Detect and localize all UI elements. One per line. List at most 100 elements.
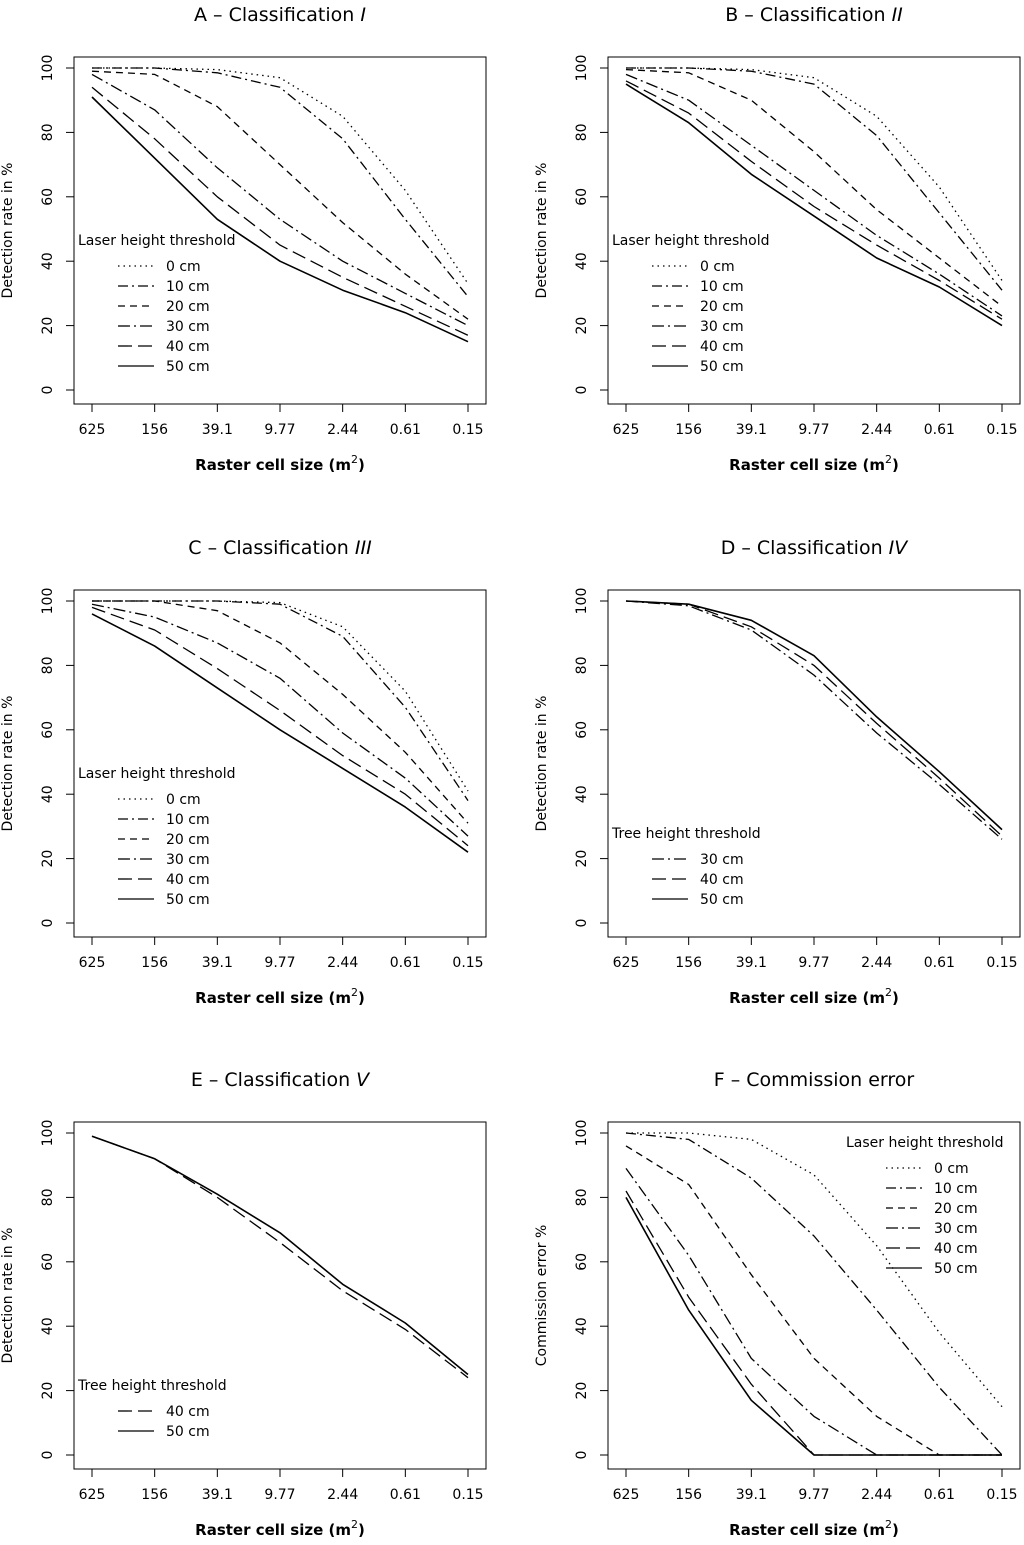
- x-tick-label: 156: [141, 955, 168, 971]
- series-line-40-cm: [91, 86, 469, 336]
- x-tick-label: 9.77: [798, 422, 829, 438]
- y-axis-label: Detection rate in %: [534, 163, 550, 299]
- legend-label: 40 cm: [934, 1241, 978, 1257]
- y-tick-label: 20: [574, 850, 590, 868]
- plot-frame: [73, 589, 487, 938]
- x-tick-label: 2.44: [861, 422, 892, 438]
- legend-label: 30 cm: [700, 319, 744, 335]
- y-tick-label: 20: [40, 1382, 56, 1400]
- legend-label: 40 cm: [700, 872, 744, 888]
- y-tick-label: 40: [40, 252, 56, 270]
- chart-title: E – Classification V: [191, 1069, 371, 1091]
- y-axis-label: Detection rate in %: [0, 163, 16, 299]
- chart-panel-0: A – Classification I 0 20 40 60 80 100 625 156 39…: [0, 4, 487, 474]
- y-tick-label: 80: [40, 656, 56, 674]
- x-tick-label: 0.15: [452, 422, 483, 438]
- legend-label: 20 cm: [934, 1201, 978, 1217]
- y-axis-label: Commission error %: [534, 1225, 550, 1367]
- x-tick-label: 2.44: [327, 422, 358, 438]
- chart-panel-4: E – Classification V 0 20 40 60 80 100 625 156 39…: [0, 1069, 487, 1539]
- y-tick-label: 80: [574, 1188, 590, 1206]
- legend-title: Laser height threshold: [78, 233, 236, 249]
- chart-title-numeral: V: [356, 1069, 371, 1091]
- x-tick-label: 39.1: [736, 422, 767, 438]
- series-line-40-cm: [625, 80, 1003, 320]
- x-tick-label: 0.61: [390, 422, 421, 438]
- series-line-20-cm: [91, 70, 469, 320]
- x-axis-label: Raster cell size (m2): [729, 453, 899, 474]
- series-line-30-cm: [625, 600, 1003, 840]
- legend-label: 40 cm: [166, 872, 210, 888]
- x-tick-label: 0.61: [390, 955, 421, 971]
- chart-title-prefix: E – Classification: [191, 1069, 356, 1091]
- chart-title-prefix: D – Classification: [721, 537, 889, 559]
- y-tick-label: 40: [40, 1317, 56, 1335]
- y-tick-label: 100: [40, 55, 56, 82]
- legend-label: 20 cm: [166, 832, 210, 848]
- legend-label: 40 cm: [700, 339, 744, 355]
- legend-label: 0 cm: [700, 259, 735, 275]
- y-tick-label: 40: [574, 785, 590, 803]
- plot-frame: [73, 56, 487, 405]
- x-tick-label: 625: [79, 422, 106, 438]
- x-tick-label: 0.15: [986, 422, 1017, 438]
- y-tick-label: 40: [40, 785, 56, 803]
- y-tick-label: 40: [574, 252, 590, 270]
- chart-title: C – Classification III: [188, 537, 372, 559]
- y-tick-label: 100: [40, 588, 56, 615]
- x-tick-label: 625: [613, 955, 640, 971]
- x-tick-label: 9.77: [264, 1487, 295, 1503]
- y-tick-label: 80: [574, 656, 590, 674]
- legend-title: Tree height threshold: [611, 826, 761, 842]
- legend-label: 20 cm: [700, 299, 744, 315]
- chart-title: D – Classification IV: [721, 537, 910, 559]
- legend-label: 20 cm: [166, 299, 210, 315]
- series-line-30-cm: [625, 73, 1003, 317]
- legend-label: 10 cm: [934, 1181, 978, 1197]
- series-line-50-cm: [91, 96, 469, 343]
- chart-title-prefix: B – Classification: [725, 4, 891, 26]
- legend-label: 50 cm: [166, 359, 210, 375]
- x-tick-label: 2.44: [327, 1487, 358, 1503]
- y-axis-label: Detection rate in %: [534, 696, 550, 832]
- series-line-50-cm: [91, 613, 469, 853]
- series-line-50-cm: [625, 600, 1003, 831]
- legend-label: 40 cm: [166, 339, 210, 355]
- series-line-30-cm: [91, 603, 469, 837]
- y-axis-label: Detection rate in %: [0, 696, 16, 832]
- y-tick-label: 100: [574, 55, 590, 82]
- chart-panel-5: F – Commission error 0 20 40 60 80 100 625 156 39…: [534, 1069, 1021, 1539]
- y-tick-label: 100: [40, 1120, 56, 1147]
- x-tick-label: 0.15: [986, 955, 1017, 971]
- legend-label: 40 cm: [166, 1404, 210, 1420]
- x-tick-label: 0.15: [452, 955, 483, 971]
- series-line-20-cm: [92, 600, 469, 824]
- legend-label: 0 cm: [166, 792, 201, 808]
- chart-panel-2: C – Classification III 0 20 40 60 80 100 625 156…: [0, 537, 487, 1007]
- series-line-10-cm: [626, 67, 1003, 291]
- series-line-40-cm: [91, 1135, 469, 1379]
- x-tick-label: 156: [141, 1487, 168, 1503]
- series-line-50-cm: [625, 1197, 1002, 1456]
- x-tick-label: 9.77: [798, 1487, 829, 1503]
- x-tick-label: 156: [675, 1487, 702, 1503]
- y-tick-label: 0: [574, 1451, 590, 1460]
- plot-frame: [607, 589, 1021, 938]
- legend-label: 10 cm: [166, 812, 210, 828]
- x-tick-label: 0.61: [924, 422, 955, 438]
- legend-label: 50 cm: [700, 892, 744, 908]
- y-tick-label: 0: [40, 1451, 56, 1460]
- y-tick-label: 20: [574, 317, 590, 335]
- y-tick-label: 100: [574, 588, 590, 615]
- series-line-40-cm: [625, 600, 1003, 837]
- x-tick-label: 2.44: [861, 955, 892, 971]
- legend-label: 50 cm: [934, 1261, 978, 1277]
- y-tick-label: 60: [40, 188, 56, 206]
- chart-title-numeral: I: [360, 4, 366, 26]
- legend-title: Laser height threshold: [612, 233, 770, 249]
- y-tick-label: 100: [574, 1120, 590, 1147]
- series-line-40-cm: [91, 606, 469, 847]
- chart-title-numeral: III: [355, 537, 372, 559]
- x-tick-label: 625: [79, 955, 106, 971]
- x-tick-label: 9.77: [264, 422, 295, 438]
